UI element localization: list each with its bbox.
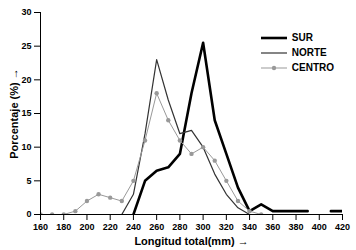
- svg-text:25: 25: [21, 41, 31, 51]
- svg-text:Porcentaje (%) →: Porcentaje (%) →: [8, 68, 20, 158]
- svg-text:340: 340: [242, 222, 257, 232]
- svg-text:0: 0: [26, 209, 31, 219]
- svg-text:10: 10: [21, 142, 31, 152]
- svg-text:260: 260: [149, 222, 164, 232]
- svg-text:360: 360: [265, 222, 280, 232]
- svg-text:380: 380: [289, 222, 304, 232]
- svg-text:180: 180: [56, 222, 71, 232]
- svg-text:400: 400: [312, 222, 327, 232]
- svg-text:220: 220: [103, 222, 118, 232]
- svg-text:30: 30: [21, 7, 31, 17]
- svg-text:200: 200: [79, 222, 94, 232]
- svg-text:160: 160: [33, 222, 48, 232]
- svg-text:5: 5: [26, 176, 31, 186]
- svg-text:420: 420: [335, 222, 350, 232]
- svg-text:240: 240: [126, 222, 141, 232]
- svg-text:20: 20: [21, 75, 31, 85]
- svg-text:15: 15: [21, 108, 31, 118]
- svg-text:280: 280: [172, 222, 187, 232]
- svg-text:320: 320: [219, 222, 234, 232]
- html-text:NORTE: NORTE: [291, 47, 327, 58]
- svg-text:Longitud total(mm) →: Longitud total(mm) →: [134, 235, 248, 247]
- html-text:SUR: SUR: [291, 32, 313, 43]
- html-text:CENTRO: CENTRO: [291, 62, 334, 73]
- svg-text:300: 300: [196, 222, 211, 232]
